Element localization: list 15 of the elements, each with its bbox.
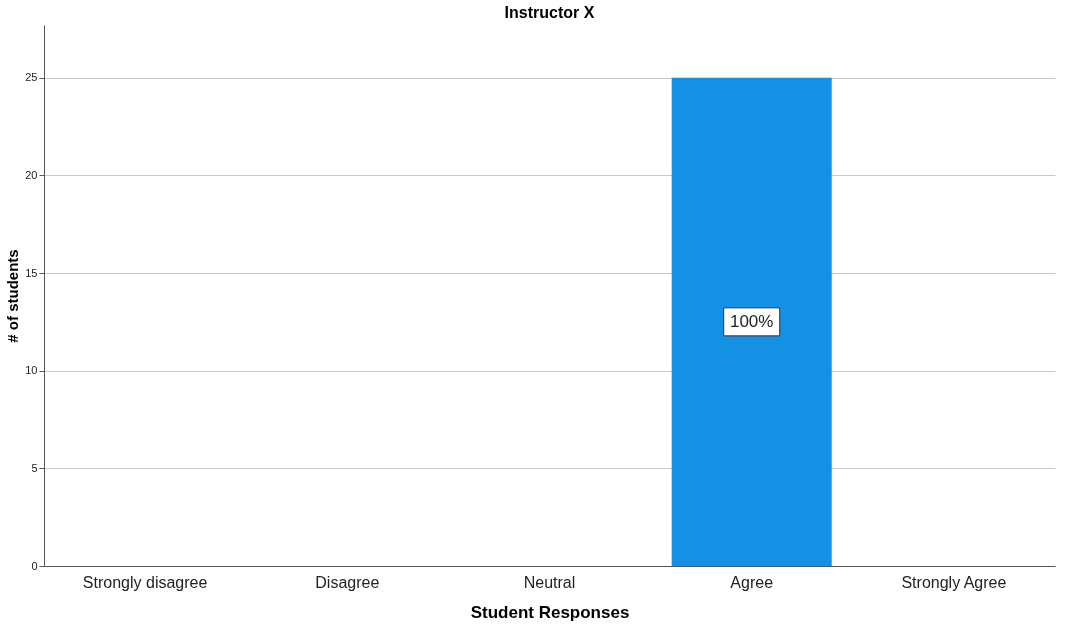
y-tick-label: 5 (31, 461, 38, 474)
y-tick-label: 20 (25, 168, 38, 181)
x-tick-label: Strongly Agree (901, 573, 1007, 591)
y-axis-title: # of students (4, 249, 22, 343)
chart-title: Instructor X (504, 4, 595, 21)
x-tick-label: Agree (730, 573, 774, 591)
x-tick-label: Neutral (523, 573, 576, 591)
y-tick-label: 15 (25, 266, 38, 279)
y-tick-label: 10 (25, 364, 38, 377)
y-tick-label: 0 (31, 559, 38, 572)
x-tick-label: Disagree (315, 573, 380, 591)
x-axis-title: Student Responses (470, 602, 630, 622)
y-tick-label: 25 (25, 71, 38, 84)
annotation: 100% (729, 311, 774, 331)
x-tick-label: Strongly disagree (82, 573, 208, 591)
